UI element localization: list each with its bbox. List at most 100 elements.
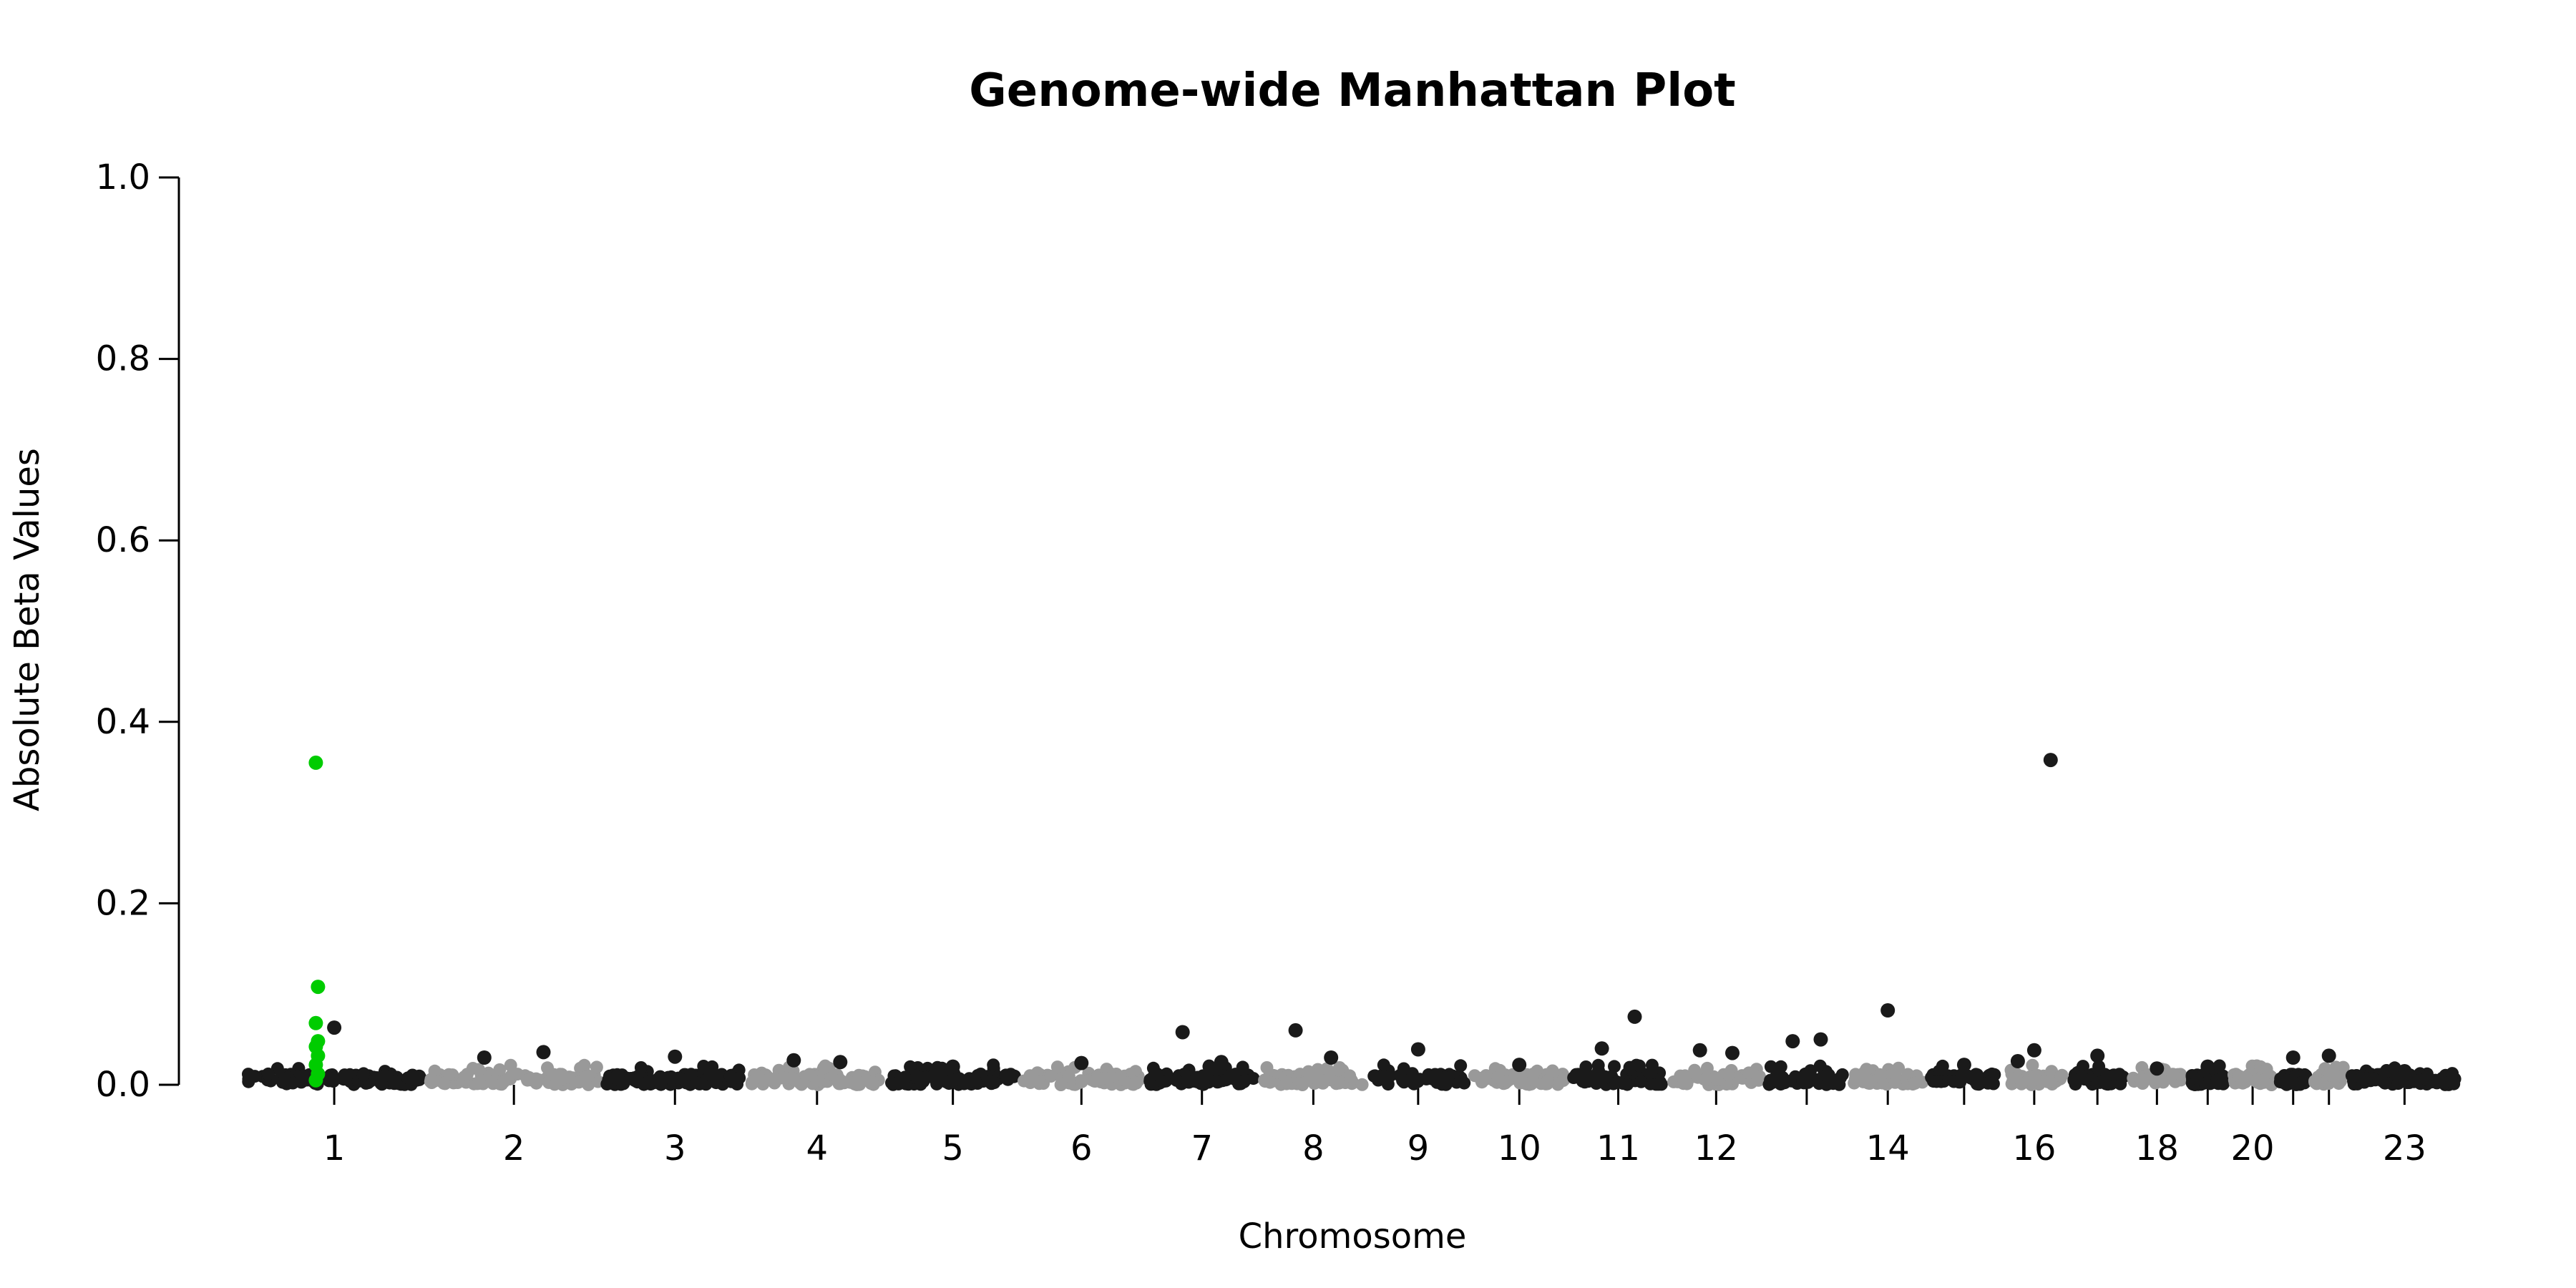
y-axis-label: Absolute Beta Values	[7, 448, 47, 811]
data-point	[1512, 1058, 1527, 1073]
data-point	[485, 1075, 498, 1088]
data-point	[1410, 1042, 1425, 1057]
data-point	[338, 1068, 351, 1082]
x-tick-label: 14	[1866, 1128, 1910, 1169]
data-point	[1623, 1060, 1636, 1074]
data-point	[634, 1061, 648, 1074]
data-point	[833, 1055, 848, 1070]
y-tick-label: 0.8	[96, 339, 150, 379]
data-point	[1355, 1078, 1369, 1091]
data-point	[1797, 1076, 1810, 1090]
data-point	[356, 1068, 370, 1082]
data-point	[1765, 1076, 1779, 1090]
data-point	[1725, 1045, 1740, 1060]
data-point	[1699, 1073, 1712, 1086]
data-point	[1062, 1069, 1075, 1083]
x-tick-label: 12	[1694, 1128, 1738, 1169]
data-point	[711, 1070, 724, 1083]
data-point	[1200, 1068, 1214, 1082]
data-point	[1700, 1061, 1714, 1075]
data-point	[896, 1075, 909, 1088]
data-point	[1567, 1071, 1581, 1084]
data-point	[2200, 1059, 2215, 1074]
data-point	[2397, 1064, 2412, 1078]
chart-title: Genome-wide Manhattan Plot	[969, 64, 1736, 117]
data-point	[650, 1073, 664, 1086]
x-axis-label: Chromosome	[1239, 1216, 1467, 1257]
data-point	[2355, 1071, 2368, 1085]
data-point	[804, 1068, 818, 1082]
data-point	[590, 1060, 603, 1074]
data-point	[1829, 1075, 1843, 1088]
data-point	[1634, 1075, 1648, 1088]
data-point	[1044, 1070, 1058, 1083]
data-point	[1175, 1025, 1190, 1040]
x-tick-label: 5	[942, 1128, 964, 1169]
x-axis: 1 2 3 4 5 6 7 8 9 10 11 12 14 16 18 20 23	[323, 1085, 2426, 1169]
data-point	[511, 1068, 525, 1081]
data-point	[2285, 1050, 2301, 1065]
data-points	[242, 753, 2462, 1091]
data-point	[1438, 1070, 1452, 1084]
data-point	[2321, 1048, 2336, 1063]
data-point	[1764, 1060, 1777, 1073]
data-point	[2215, 1074, 2228, 1088]
data-point	[2312, 1076, 2326, 1090]
data-point	[1074, 1055, 1089, 1070]
data-point	[2054, 1069, 2068, 1083]
data-point	[2364, 1071, 2378, 1085]
data-point	[2212, 1059, 2226, 1073]
data-point	[817, 1061, 831, 1075]
data-point	[2431, 1075, 2445, 1089]
data-point	[2260, 1063, 2273, 1076]
data-point	[2232, 1069, 2245, 1083]
data-point	[437, 1076, 451, 1090]
data-point	[668, 1049, 683, 1064]
data-point	[242, 1068, 255, 1081]
data-point	[1454, 1059, 1468, 1073]
data-point	[1589, 1077, 1603, 1090]
data-point	[1645, 1058, 1659, 1072]
data-point	[1475, 1071, 1489, 1085]
highlighted-point	[308, 1073, 323, 1088]
data-point	[1880, 1003, 1896, 1018]
data-point	[1692, 1043, 1707, 1058]
data-point	[854, 1076, 867, 1090]
data-point	[286, 1076, 300, 1090]
data-point	[1930, 1075, 1943, 1088]
data-point	[1316, 1076, 1330, 1090]
data-point	[1594, 1041, 1609, 1056]
data-point	[865, 1075, 879, 1089]
data-point	[746, 1075, 758, 1089]
data-point	[2375, 1073, 2389, 1087]
data-point	[1126, 1078, 1140, 1091]
data-point	[2333, 1070, 2346, 1083]
data-point	[547, 1068, 560, 1081]
data-point	[1151, 1067, 1164, 1080]
data-point	[2067, 1073, 2081, 1086]
data-point	[1031, 1075, 1045, 1088]
data-point	[1947, 1075, 1961, 1088]
data-point	[1008, 1070, 1021, 1083]
y-tick-label: 0.6	[96, 520, 150, 560]
data-point	[2190, 1072, 2204, 1085]
data-point	[1375, 1070, 1389, 1083]
data-point	[1288, 1023, 1303, 1038]
data-point	[945, 1059, 960, 1074]
data-point	[536, 1045, 551, 1060]
data-point	[1324, 1050, 1339, 1065]
data-point	[2026, 1043, 2041, 1058]
x-tick-label: 4	[806, 1128, 829, 1169]
highlighted-point	[308, 1015, 323, 1030]
data-point	[982, 1074, 996, 1088]
data-point	[1455, 1074, 1469, 1088]
data-point	[2114, 1077, 2127, 1091]
data-point	[401, 1071, 414, 1085]
data-point	[2166, 1068, 2180, 1081]
data-point	[1050, 1060, 1064, 1074]
data-point	[1785, 1034, 1800, 1049]
data-point	[1652, 1078, 1665, 1091]
data-point	[1302, 1065, 1315, 1078]
data-point	[1075, 1075, 1088, 1088]
x-tick-label: 2	[503, 1128, 525, 1169]
